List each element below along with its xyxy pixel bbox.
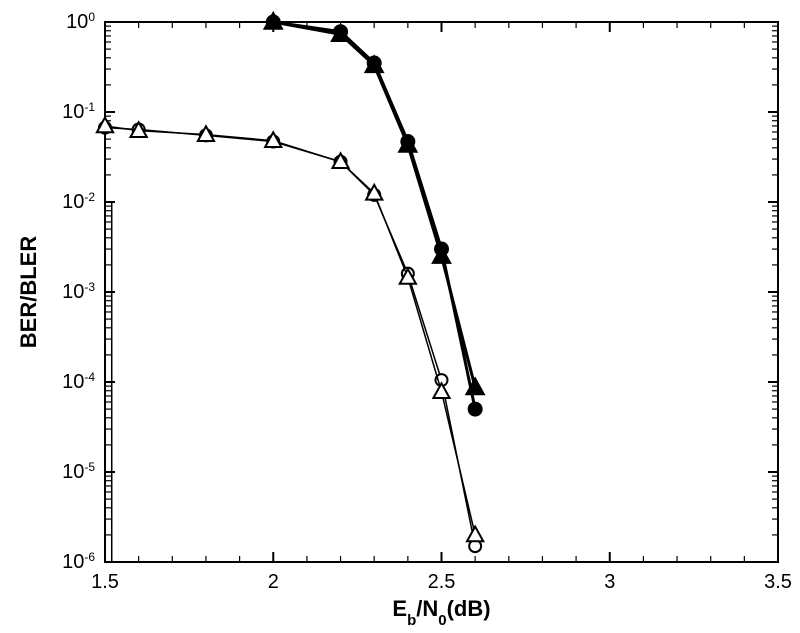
y-tick-label: 10-3 [62, 280, 95, 303]
x-tick-label: 3 [604, 571, 615, 593]
y-tick-label: 10-1 [62, 100, 95, 123]
y-tick-label: 100 [66, 10, 95, 33]
y-tick-label: 10-2 [62, 190, 95, 213]
y-axis-label: BER/BLER [16, 236, 41, 349]
chart-svg: 1.5 2 2.5 3 3.5 10-6 10-5 10-4 10-3 10-2 10-1 100 Eb… [0, 0, 800, 633]
x-tick-label: 2.5 [428, 571, 456, 593]
data-marker [433, 383, 449, 398]
y-tick-label: 10-6 [62, 550, 95, 573]
series-BLER-triangle [273, 22, 475, 387]
data-marker [467, 527, 483, 542]
series-BLER-circle [273, 22, 475, 409]
x-tick-label: 3.5 [764, 571, 792, 593]
data-marker [469, 403, 482, 416]
x-tick-label: 2 [268, 571, 279, 593]
ber-bler-chart: 1.5 2 2.5 3 3.5 10-6 10-5 10-4 10-3 10-2 10-1 100 Eb… [0, 0, 800, 633]
y-tick-label: 10-5 [62, 460, 95, 483]
y-tick-label: 10-4 [62, 370, 95, 393]
x-axis-label: Eb/N0(dB) [392, 596, 490, 629]
series-BER-circle [105, 128, 475, 546]
x-tick-label: 1.5 [91, 571, 119, 593]
